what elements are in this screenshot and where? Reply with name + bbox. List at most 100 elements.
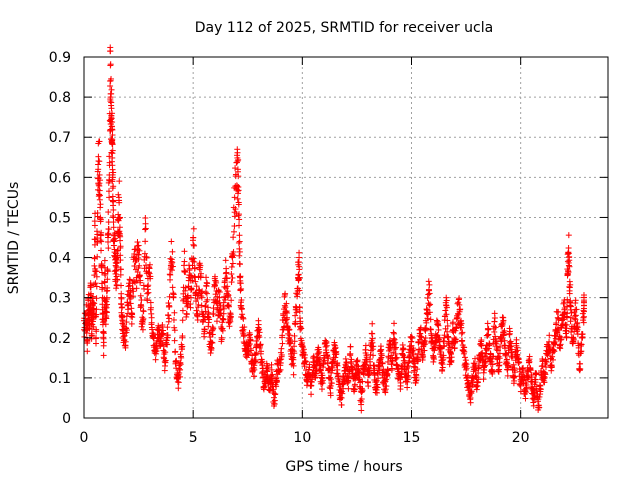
data-point [201,326,208,333]
data-point [108,114,115,121]
data-point [484,326,491,333]
data-point [146,261,153,268]
data-point [93,306,100,313]
data-point [162,357,169,364]
data-point [579,331,586,338]
data-point [166,315,173,322]
data-point [270,394,277,401]
data-point [296,266,303,273]
data-point [203,274,210,281]
data-point [100,342,107,349]
data-point [172,348,179,355]
data-point [97,237,104,244]
data-point [236,232,243,239]
data-point [169,284,176,291]
data-point [236,252,243,259]
data-point [123,329,130,336]
y-tick-label: 0.3 [49,291,71,307]
data-point [147,299,154,306]
data-point [190,225,197,232]
data-point [101,257,108,264]
x-tick-label: 0 [80,430,89,446]
data-point [98,262,105,269]
data-point [182,287,189,294]
data-point [200,316,207,323]
data-point [194,295,201,302]
data-point [106,153,113,160]
data-point [220,316,227,323]
data-point [345,385,352,392]
data-point [127,300,134,307]
data-point [207,346,214,353]
data-point [127,277,134,284]
data-point [191,258,198,265]
data-point [117,257,124,264]
data-point [163,334,170,341]
data-point [104,287,111,294]
data-point [104,268,111,275]
data-point [354,357,361,364]
data-point [225,292,232,299]
data-point [105,226,112,233]
data-point [224,275,231,282]
data-point [128,320,135,327]
data-point [187,294,194,301]
data-point [198,270,205,277]
data-point [202,308,209,315]
data-point [96,138,103,145]
data-point [111,246,118,253]
data-point [129,310,136,317]
data-point [564,258,571,265]
y-tick-label: 0.8 [49,90,71,106]
data-point [153,350,160,357]
data-point [108,86,115,93]
data-point [115,191,122,198]
data-point [190,234,197,241]
data-point [209,326,216,333]
data-point [170,316,177,323]
data-point [526,353,533,360]
data-point [119,304,126,311]
data-point [567,303,574,310]
data-point [148,304,155,311]
data-point [484,320,491,327]
data-point [222,270,229,277]
data-point [220,310,227,317]
data-point [136,262,143,269]
data-point [142,225,149,232]
data-point [174,378,181,385]
data-point [550,346,557,353]
data-point [103,294,110,301]
data-point [205,304,212,311]
x-tick-label: 20 [512,430,530,446]
data-point [296,254,303,261]
data-point [209,339,216,346]
data-point [104,301,111,308]
x-tick-label: 15 [403,430,421,446]
data-point [236,245,243,252]
data-point [491,318,498,325]
data-point [97,201,104,208]
data-point [425,278,432,285]
data-point [351,382,358,389]
data-point [138,297,145,304]
data-point [103,315,110,322]
data-point [101,270,108,277]
data-point [146,270,153,277]
data-point [537,382,544,389]
data-point [210,311,217,318]
data-point [136,247,143,254]
data-point [142,214,149,221]
data-point [201,330,208,337]
data-point [532,370,539,377]
data-point [88,330,95,337]
data-point [565,245,572,252]
data-point [87,290,94,297]
data-point [542,364,549,371]
data-point [199,288,206,295]
data-point [362,346,369,353]
data-point [400,346,407,353]
y-tick-label: 0.4 [49,251,71,267]
data-point [171,309,178,316]
data-point [188,286,195,293]
